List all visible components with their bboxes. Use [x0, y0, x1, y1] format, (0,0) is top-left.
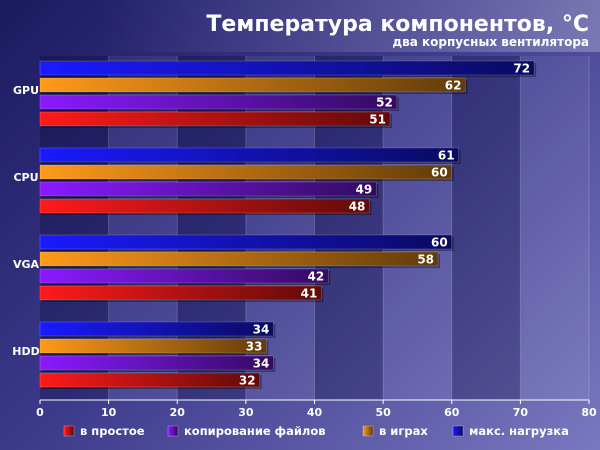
bar-value-label: 72	[513, 62, 530, 76]
bar-value-label: 42	[308, 270, 325, 284]
category-label: GPU	[13, 84, 39, 97]
legend-label: макс. нагрузка	[469, 424, 569, 438]
chart-title: Температура компонентов, °C	[206, 12, 589, 37]
x-tick-label: 50	[375, 406, 391, 419]
bar	[39, 268, 329, 284]
bar-value-label: 41	[301, 287, 318, 301]
chart-subtitle: два корпусных вентилятора	[392, 35, 589, 49]
bar	[39, 147, 459, 163]
legend-label: в играх	[379, 424, 428, 438]
bar-value-label: 61	[438, 149, 455, 163]
bar	[39, 181, 377, 197]
legend-label: копирование файлов	[184, 424, 326, 438]
x-tick-label: 20	[170, 406, 186, 419]
bar	[39, 60, 535, 76]
legend-swatch	[167, 425, 179, 437]
bar-value-label: 60	[431, 166, 448, 180]
grid-band	[383, 56, 452, 400]
x-tick-label: 80	[581, 406, 597, 419]
x-tick-label: 70	[513, 406, 529, 419]
legend: в простое копирование файлов в играх макс. …	[63, 424, 569, 438]
category-label: VGA	[13, 258, 40, 271]
bar	[39, 94, 398, 110]
bar-value-label: 52	[376, 96, 393, 110]
x-axis: 0 10 20 30 40 50 60 70 80	[36, 400, 597, 419]
x-tick-label: 10	[101, 406, 117, 419]
legend-swatch	[452, 425, 464, 437]
bar-value-label: 33	[246, 340, 263, 354]
bar-value-label: 60	[431, 236, 448, 250]
legend-label: в простое	[80, 424, 145, 438]
x-tick-label: 40	[307, 406, 323, 419]
bar	[39, 372, 260, 388]
bar-value-label: 51	[369, 113, 386, 127]
x-tick-label: 30	[238, 406, 254, 419]
bar	[39, 164, 452, 180]
legend-swatch	[63, 425, 75, 437]
bar-value-label: 62	[445, 79, 462, 93]
grid-band	[451, 56, 521, 400]
bar	[39, 285, 322, 301]
bar-value-label: 58	[417, 253, 434, 267]
bar	[39, 355, 274, 371]
bar	[39, 321, 274, 337]
x-tick-label: 0	[36, 406, 44, 419]
grid-band	[520, 56, 589, 400]
bar	[39, 198, 370, 214]
legend-swatch	[362, 425, 374, 437]
bar	[39, 111, 391, 127]
category-axis: GPU CPU VGA HDD	[12, 84, 39, 358]
bar	[39, 77, 466, 93]
bar-value-label: 48	[349, 200, 366, 214]
bar-value-label: 34	[253, 357, 270, 371]
bar-series-group: 72 62 52 51 61 60 49 48 60 58 42 41 34 33 34 32	[39, 60, 537, 389]
category-label: CPU	[13, 171, 38, 184]
title-banner	[100, 0, 600, 52]
bar	[39, 338, 267, 354]
bar-value-label: 32	[239, 374, 256, 388]
bar-value-label: 34	[253, 323, 270, 337]
bar	[39, 251, 439, 267]
x-tick-label: 60	[444, 406, 460, 419]
bar	[39, 234, 452, 250]
bar-value-label: 49	[356, 183, 373, 197]
category-label: HDD	[12, 345, 39, 358]
